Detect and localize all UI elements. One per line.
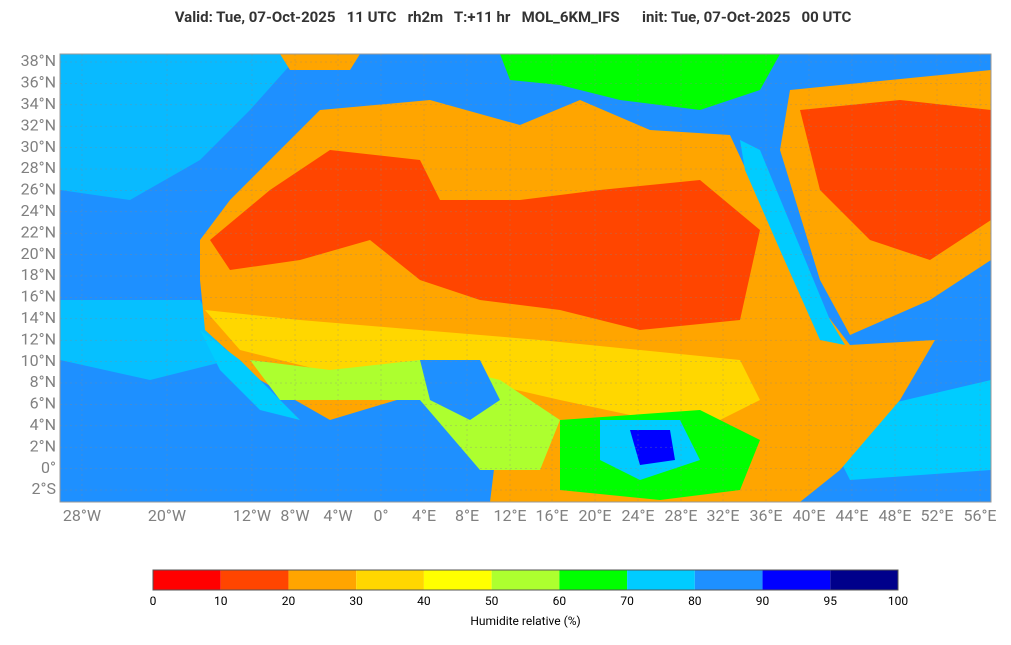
colorbar-segment xyxy=(423,570,492,590)
lat-label: 0° xyxy=(41,458,56,477)
lat-label: 8°N xyxy=(30,372,56,391)
lat-label: 34°N xyxy=(21,94,56,113)
colorbar-tick-label: 95 xyxy=(824,594,838,608)
lon-label: 44°E xyxy=(835,506,868,525)
colorbar-segment xyxy=(220,570,289,590)
lon-label: 12°W xyxy=(233,506,271,525)
lat-label: 16°N xyxy=(21,287,56,306)
very-humid-area xyxy=(420,360,500,420)
colorbar-tick-label: 80 xyxy=(688,594,702,608)
colorbar-segment xyxy=(559,570,628,590)
colorbar-tick-label: 70 xyxy=(620,594,634,608)
colorbar-tick-label: 10 xyxy=(214,594,228,608)
lon-label: 24°E xyxy=(621,506,654,525)
map-frame xyxy=(59,53,992,503)
lon-label: 28°E xyxy=(664,506,697,525)
lon-label: 4°E xyxy=(412,506,436,525)
lon-label: 0° xyxy=(374,506,389,525)
colorbar-segment xyxy=(288,570,357,590)
colorbar-tick-label: 40 xyxy=(417,594,431,608)
lat-label: 2°N xyxy=(30,436,56,455)
map-area xyxy=(60,54,991,502)
lat-label: 6°N xyxy=(30,394,56,413)
graticule xyxy=(60,54,991,502)
lat-label: 32°N xyxy=(21,115,56,134)
lon-label: 20°E xyxy=(578,506,611,525)
lon-label: 28°W xyxy=(63,506,101,525)
colorbar-segment xyxy=(627,570,695,590)
red-sea xyxy=(740,140,845,345)
colorbar-segment xyxy=(153,570,221,590)
lat-label: 38°N xyxy=(21,51,56,70)
lat-label: 26°N xyxy=(21,180,56,199)
colorbar-tick-label: 100 xyxy=(888,594,908,608)
colorbar-segment xyxy=(356,570,424,590)
dry-area xyxy=(210,150,760,330)
lon-label: 40°E xyxy=(792,506,825,525)
lat-label: 24°N xyxy=(21,201,56,220)
colorbar-tick-label: 20 xyxy=(282,594,296,608)
colorbar-segment xyxy=(830,570,898,590)
lat-label: 18°N xyxy=(21,265,56,284)
colorbar-segment xyxy=(491,570,560,590)
lon-label: 8°W xyxy=(280,506,309,525)
colorbar-tick-label: 30 xyxy=(349,594,363,608)
colorbar-segment xyxy=(762,570,831,590)
colorbar-tick-label: 50 xyxy=(485,594,499,608)
colorbar-tick-label: 0 xyxy=(150,594,157,608)
lat-label: 12°N xyxy=(21,329,56,348)
lat-label: 22°N xyxy=(21,222,56,241)
lon-label: 52°E xyxy=(920,506,953,525)
dry-area xyxy=(800,100,991,260)
lat-label: 14°N xyxy=(21,308,56,327)
colorbar: 0 10 20 30 40 50 60 70 80 90 95 100 Humidite relativ… xyxy=(150,569,908,628)
colorbar-label: Humidite relative (%) xyxy=(470,614,580,628)
colorbar-tick-label: 60 xyxy=(553,594,567,608)
lon-label: 20°W xyxy=(148,506,186,525)
lat-label: 20°N xyxy=(21,244,56,263)
lat-label: 28°N xyxy=(21,158,56,177)
very-humid-area xyxy=(630,430,675,465)
land xyxy=(500,54,780,110)
lat-label: 4°N xyxy=(30,415,56,434)
title: Valid: Tue, 07-Oct-2025 11 UTC rh2m T:+1… xyxy=(175,8,852,26)
lat-label: 30°N xyxy=(21,137,56,156)
lon-label: 56°E xyxy=(963,506,996,525)
lon-label: 32°E xyxy=(706,506,739,525)
lat-label: 2°S xyxy=(32,479,56,498)
lon-label: 36°E xyxy=(749,506,782,525)
colorbar-segment xyxy=(694,570,763,590)
lon-label: 48°E xyxy=(878,506,911,525)
lon-label: 12°E xyxy=(493,506,526,525)
lon-label: 8°E xyxy=(455,506,479,525)
ocean-humid xyxy=(820,380,991,480)
colorbar-frame xyxy=(152,569,899,591)
ocean-humid xyxy=(60,54,300,200)
coastal xyxy=(200,330,300,420)
lat-label: 36°N xyxy=(21,73,56,92)
lat-label: 10°N xyxy=(21,351,56,370)
lon-label: 4°W xyxy=(323,506,352,525)
colorbar-tick-label: 90 xyxy=(756,594,770,608)
lon-label: 16°E xyxy=(535,506,568,525)
